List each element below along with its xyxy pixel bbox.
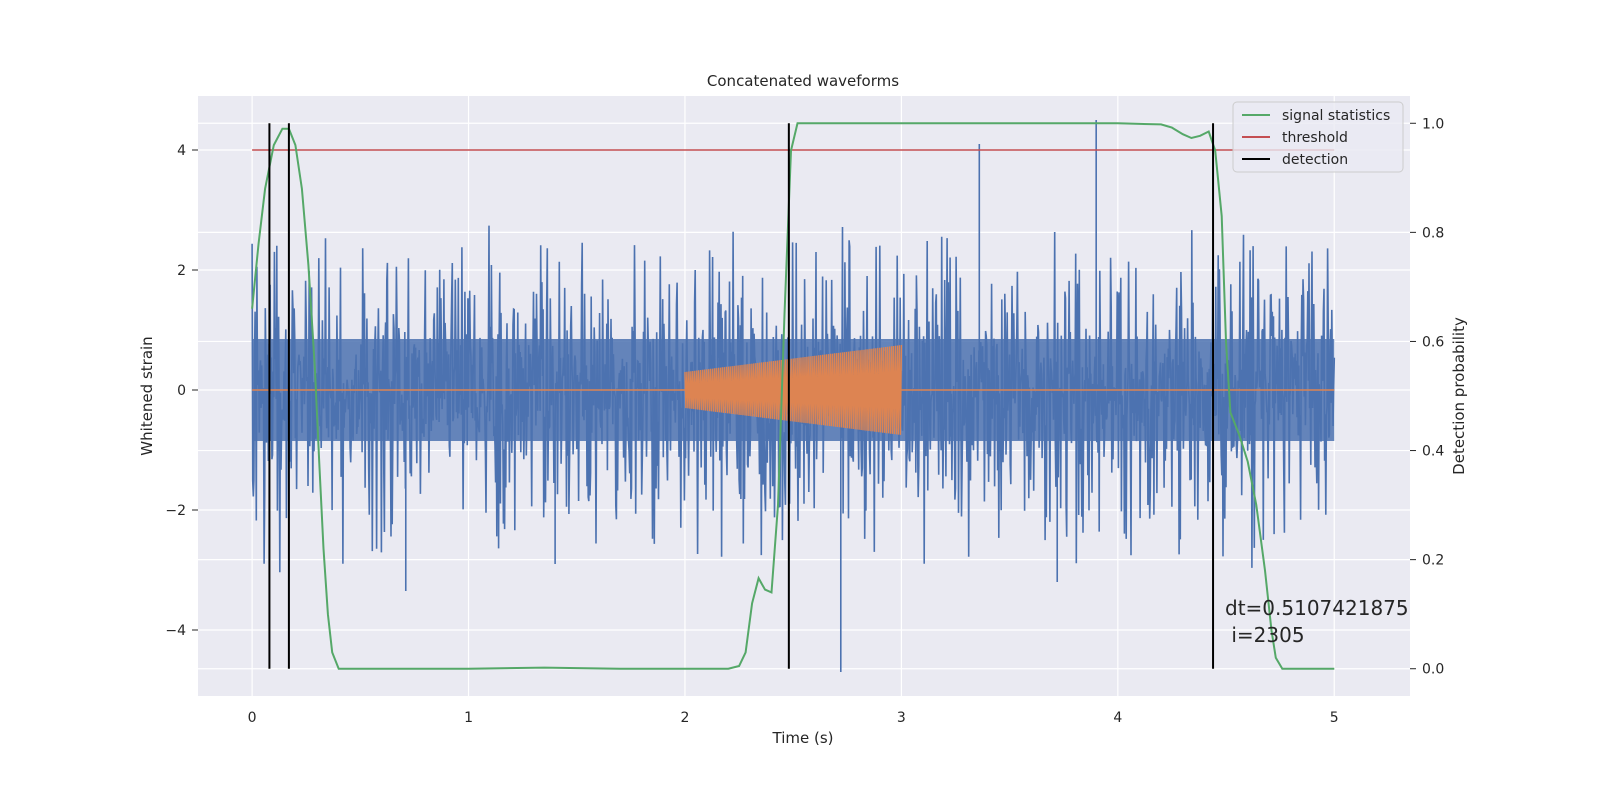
- legend-label: threshold: [1282, 130, 1348, 146]
- y2-axis-label: Detection probability: [1450, 317, 1468, 475]
- x-tick-label: 3: [897, 710, 906, 726]
- annotation-i: i=2305: [1225, 623, 1305, 647]
- y2-tick-label: 0.0: [1422, 662, 1444, 678]
- x-tick-label: 4: [1113, 710, 1122, 726]
- legend-box: [1232, 101, 1404, 173]
- x-tick-label: 2: [681, 710, 690, 726]
- legend-label: detection: [1282, 152, 1348, 168]
- chart-title: Concatenated waveforms: [707, 72, 899, 90]
- annotation-dt: dt=0.5107421875: [1225, 596, 1409, 620]
- y2-tick-label: 0.6: [1422, 334, 1444, 350]
- legend: signal statistics threshold detection: [1232, 101, 1404, 173]
- y-axis-label: Whitened strain: [138, 336, 156, 455]
- x-tick-label: 1: [464, 710, 473, 726]
- x-tick-label: 0: [248, 710, 257, 726]
- y-tick-label: −4: [165, 623, 186, 639]
- injection-line: [684, 344, 903, 435]
- x-tick-label: 5: [1330, 710, 1339, 726]
- y-tick-label: 0: [177, 383, 186, 399]
- y-tick-label: 4: [177, 143, 186, 159]
- y2-tick-label: 1.0: [1422, 116, 1444, 132]
- y2-tick-label: 0.2: [1422, 553, 1444, 569]
- series-layer: [251, 120, 1336, 672]
- y2-tick-label: 0.4: [1422, 444, 1444, 460]
- signal-statistics-line: [251, 122, 1335, 670]
- y-tick-label: −2: [165, 503, 186, 519]
- x-axis-label: Time (s): [772, 729, 834, 747]
- ticks: 0 1 2 3 4 5 −4 −2 0 2 4 0.0 0.2 0.4 0.6 0.8 1.0: [165, 116, 1444, 726]
- legend-label: signal statistics: [1282, 108, 1390, 124]
- y2-tick-label: 0.8: [1422, 225, 1444, 241]
- y-tick-label: 2: [177, 263, 186, 279]
